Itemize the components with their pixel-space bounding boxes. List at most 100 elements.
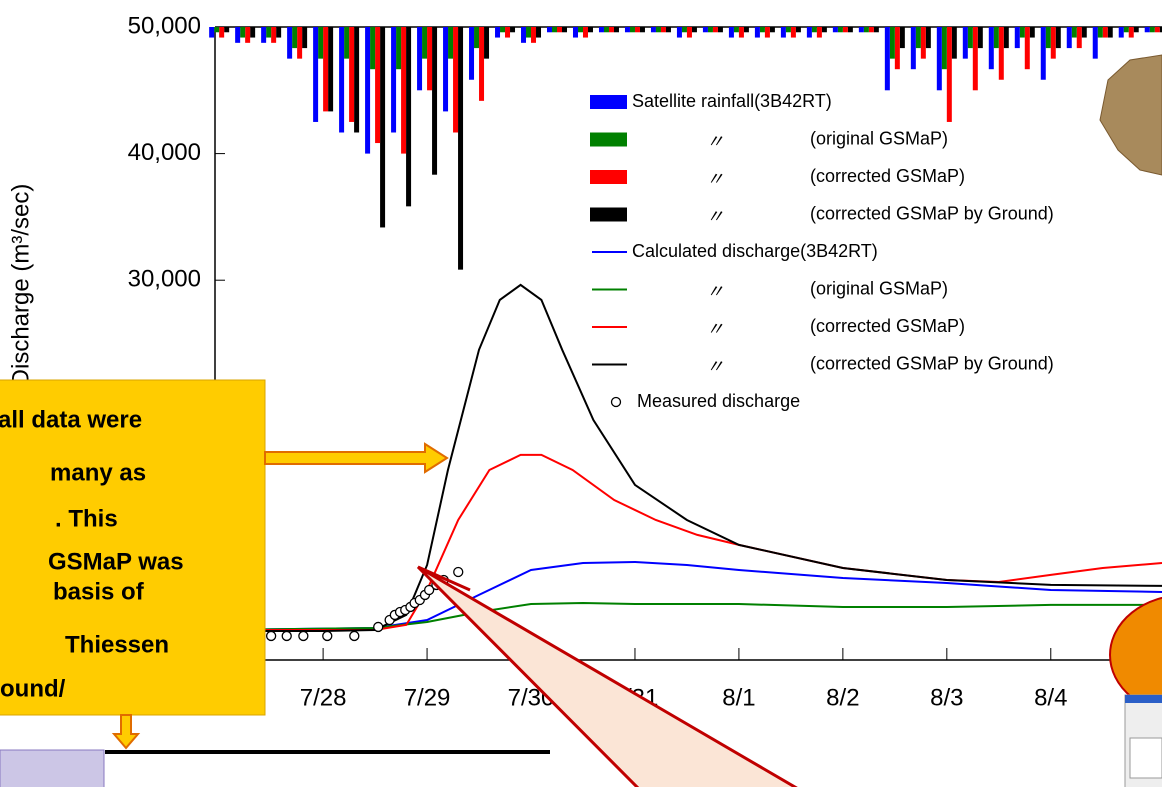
rain-bar [785,27,791,33]
rain-bar [214,27,220,33]
legend-label: (original GSMaP) [810,128,948,148]
rain-bar [847,27,853,33]
rain-bar [370,27,376,70]
x-tick-label: 7/29 [404,684,451,711]
rain-bar [552,27,558,33]
rain-bar [858,27,864,33]
rain-bar [417,27,423,91]
rain-bar [899,27,905,49]
callout-line: all data were [0,406,142,433]
rain-bar [375,27,381,144]
rain-bar [297,27,303,59]
y-axis-label: Discharge (m³/sec) [7,184,34,387]
measured-point [373,621,384,633]
measured-point [322,630,333,642]
rain-bar [261,27,267,43]
x-tick-label: 7/28 [300,684,347,711]
rain-bar [998,27,1004,80]
rain-bar [873,27,879,33]
rain-bar [1055,27,1061,49]
legend-ditto: 〃 [706,319,724,339]
legend-ditto: 〃 [706,356,724,376]
rain-bar [380,27,386,228]
rain-bar [339,27,345,133]
rain-bar [1123,27,1129,33]
rain-bar [562,27,568,33]
rain-bar [977,27,983,49]
legend-label: (corrected GSMaP by Ground) [810,203,1054,223]
x-tick-label: 8/1 [722,684,755,711]
rain-bar [754,27,760,38]
rain-bar [209,27,215,38]
rain-bar [608,27,614,33]
rain-bar [665,27,671,33]
rain-bar [1107,27,1113,38]
bottom-bar [105,750,550,754]
rain-bar [292,27,298,49]
rain-bar [712,27,718,33]
legend-ditto: 〃 [706,206,724,226]
discharge-line [219,560,1162,631]
rain-bar [235,27,241,43]
rain-bar [790,27,796,38]
measured-point [423,584,435,596]
rain-bar [863,27,869,33]
rain-bar [1144,27,1150,33]
rain-bar [510,27,516,33]
rain-bar [681,27,687,33]
pointer-callout [416,565,798,787]
rain-bar [224,27,230,33]
legend-swatch [590,170,627,184]
rain-bar [1092,27,1098,59]
rain-bar [427,27,433,91]
rain-bar [505,27,511,38]
rain-bar [495,27,501,38]
rain-bar [266,27,272,38]
rain-bar [951,27,957,59]
rain-bar [676,27,682,38]
legend-label: Measured discharge [637,391,800,411]
rain-bar [806,27,812,38]
rain-bar [816,27,822,38]
rain-bar [993,27,999,49]
rain-bar [287,27,293,59]
legend-marker [610,396,622,408]
measured-point [265,630,277,642]
rain-bar [686,27,692,38]
rain-bar [250,27,256,38]
rain-bar [1154,27,1160,33]
rain-bar [1024,27,1030,70]
legend-swatch [590,207,627,222]
rain-bar [941,27,947,70]
y-tick-label: 40,000 [128,139,201,166]
rain-bar [988,27,994,70]
rain-bar [738,27,744,38]
rain-bar [624,27,630,33]
rain-bar [603,27,609,33]
rain-bar [691,27,697,33]
legend-label: (corrected GSMaP) [810,166,965,186]
rain-bar [469,27,475,80]
rain-bar [531,27,537,43]
window-content [1129,737,1162,779]
rain-bar [328,27,334,112]
rain-bar [639,27,645,33]
legend-label: (corrected GSMaP by Ground) [810,353,1054,373]
pointer-edge [417,565,471,592]
rain-bar [1029,27,1035,38]
legend-ditto: 〃 [706,281,724,301]
rain-bar [458,27,464,270]
rain-bar [660,27,666,33]
rain-bar [422,27,428,59]
rain-bar [915,27,921,49]
callout-line: many as [50,459,146,486]
rain-bar [842,27,848,33]
rain-bar [832,27,838,33]
x-tick-label: 8/2 [826,684,859,711]
rain-bar [448,27,454,59]
map-thumbnail [1099,54,1162,176]
rain-bar [406,27,412,207]
arrow-down [111,714,141,750]
rain-bar [655,27,661,33]
